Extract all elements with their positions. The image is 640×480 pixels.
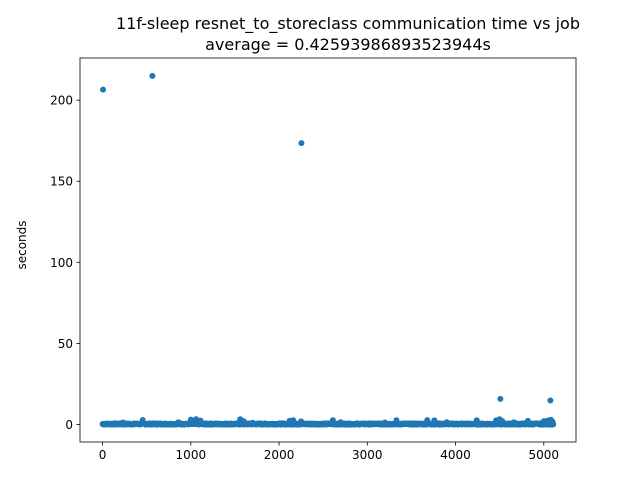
x-tick-label: 4000 <box>440 448 471 462</box>
data-point <box>499 418 506 425</box>
data-point <box>431 417 438 424</box>
chart-title: 11f-sleep resnet_to_storeclass communica… <box>116 14 580 34</box>
plot-area: 0 1000 2000 3000 4000 5000 0 50 100 150 200 <box>50 57 577 462</box>
x-tick-label: 2000 <box>264 448 295 462</box>
data-point <box>187 416 194 423</box>
y-tick-label: 200 <box>50 94 73 108</box>
data-point <box>393 417 400 424</box>
y-tick-label: 0 <box>65 418 73 432</box>
data-point <box>524 417 531 424</box>
data-point <box>290 417 297 424</box>
axes-frame <box>79 57 577 443</box>
data-point <box>497 395 504 402</box>
chart-subtitle: average = 0.42593986893523944s <box>205 35 491 54</box>
data-point <box>443 419 450 426</box>
data-point <box>510 419 517 426</box>
data-point <box>381 419 388 426</box>
data-point <box>149 72 156 79</box>
data-point <box>100 86 107 93</box>
y-tick-label: 50 <box>58 337 73 351</box>
data-point <box>298 140 305 147</box>
y-axis-label: seconds <box>15 220 29 269</box>
x-tick-label: 3000 <box>352 448 383 462</box>
data-point <box>424 417 431 424</box>
x-tick-label: 0 <box>99 448 107 462</box>
data-point <box>240 418 247 425</box>
x-tick-label: 1000 <box>176 448 207 462</box>
data-point <box>329 417 336 424</box>
data-point <box>337 419 344 426</box>
data-point <box>197 417 204 424</box>
data-point <box>547 397 554 404</box>
data-point <box>473 417 480 424</box>
data-point <box>298 418 305 425</box>
y-tick-label: 100 <box>50 256 73 270</box>
data-point <box>119 419 126 426</box>
data-point <box>175 419 182 426</box>
data-point <box>249 419 256 426</box>
data-point <box>549 418 556 425</box>
y-tick-label: 150 <box>50 175 73 189</box>
x-tick-label: 5000 <box>529 448 560 462</box>
data-point <box>139 416 146 423</box>
